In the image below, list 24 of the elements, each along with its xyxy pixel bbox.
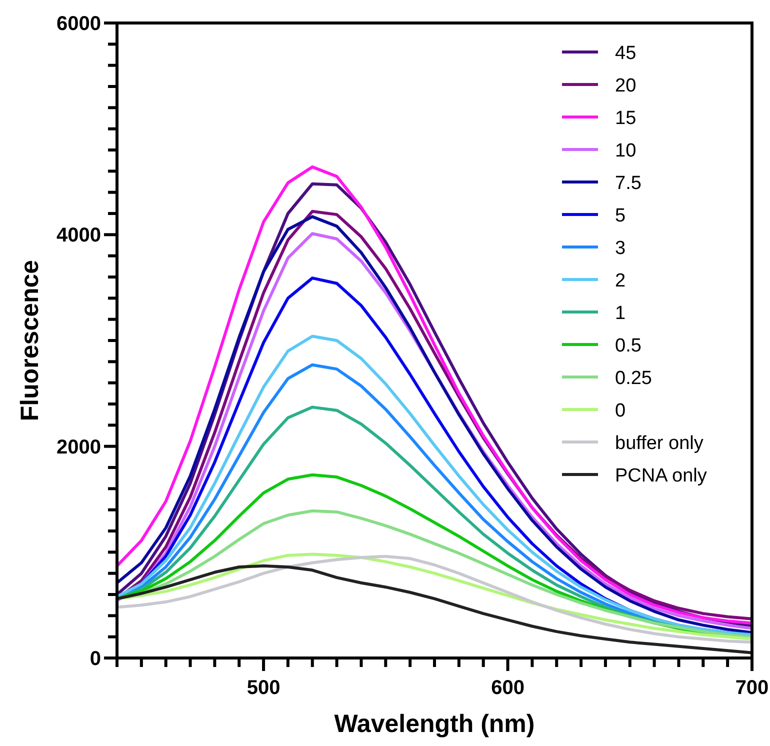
line-series (116, 564, 754, 654)
legend-label: 0 (615, 400, 626, 422)
legend-label: 0.5 (615, 336, 642, 356)
legend-label: 3 (615, 238, 626, 259)
x-tick-label: 700 (735, 677, 769, 699)
x-axis-title: Wavelength (nm) (334, 710, 535, 738)
legend-label: buffer only (615, 433, 704, 454)
legend-label: 2 (615, 270, 626, 292)
y-tick-label: 4000 (56, 224, 101, 247)
legend-label: 5 (615, 206, 626, 226)
legend-label: 10 (615, 140, 636, 162)
legend-label: PCNA only (615, 466, 708, 486)
x-tick-label: 500 (246, 677, 280, 699)
y-tick-label: 2000 (56, 436, 101, 458)
legend-label: 15 (615, 108, 636, 129)
legend-label: 45 (615, 43, 636, 64)
y-tick-label: 6000 (56, 13, 101, 35)
x-tick-label: 600 (491, 677, 524, 699)
legend-label: 0.25 (615, 368, 652, 389)
legend-label: 20 (615, 76, 636, 96)
y-axis-title: Fluorescence (16, 260, 44, 422)
legend-label: 1 (615, 303, 626, 324)
y-tick-label: 0 (90, 648, 101, 670)
legend-label: 7.5 (615, 173, 642, 194)
